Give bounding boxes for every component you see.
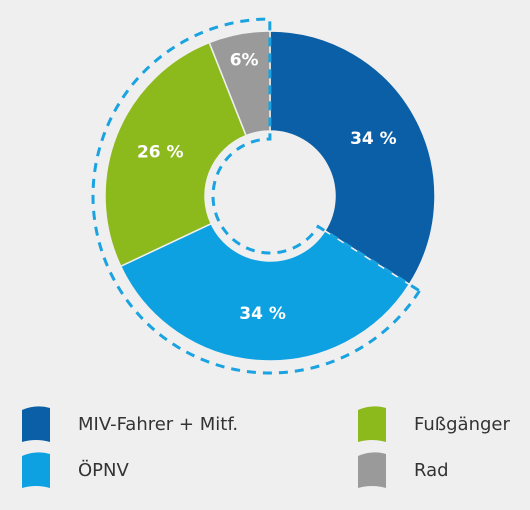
value-label: 34 %: [239, 304, 286, 324]
slice: [208, 30, 271, 137]
legend-swatch: [22, 406, 50, 442]
legend-label: MIV-Fahrer + Mitf.: [78, 414, 238, 435]
legend: MIV-Fahrer + Mitf. ÖPNV Fußgänger Rad: [22, 406, 510, 488]
legend-label: Rad: [414, 460, 449, 481]
slices: [104, 30, 436, 362]
legend-swatch: [22, 452, 50, 488]
value-label: 6%: [230, 50, 259, 70]
slice: [119, 222, 411, 362]
highlight-outline: [91, 17, 422, 375]
legend-swatch: [358, 452, 386, 488]
legend-label: ÖPNV: [78, 459, 129, 481]
slice: [269, 30, 436, 286]
legend-label: Fußgänger: [414, 414, 510, 435]
legend-swatch: [358, 406, 386, 442]
value-label: 26 %: [137, 143, 184, 163]
value-label: 34 %: [350, 129, 397, 149]
slice: [104, 41, 248, 268]
